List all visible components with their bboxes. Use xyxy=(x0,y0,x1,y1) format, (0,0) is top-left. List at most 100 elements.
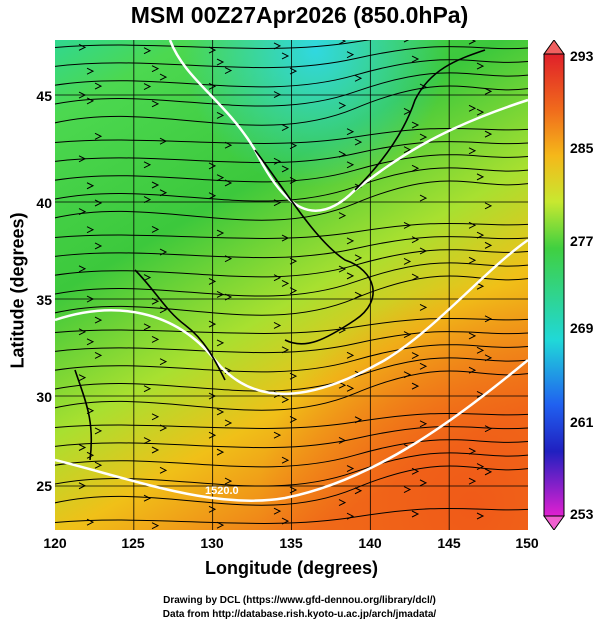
flow-arrow xyxy=(411,273,420,281)
flow-arrow xyxy=(289,67,298,75)
flow-arrow xyxy=(78,91,87,99)
streamline xyxy=(55,452,528,487)
x-tick: 130 xyxy=(200,535,224,551)
flow-arrow xyxy=(484,87,493,95)
flow-arrow xyxy=(273,431,282,439)
flow-arrow xyxy=(338,499,347,507)
flow-arrow xyxy=(86,295,95,303)
flow-arrow xyxy=(346,272,355,280)
flow-arrow xyxy=(346,465,355,472)
x-tick: 120 xyxy=(43,535,67,551)
flow-arrow xyxy=(411,55,420,63)
flow-arrow xyxy=(273,507,282,515)
colorbar-tick: 261 xyxy=(570,414,594,430)
x-tick: 125 xyxy=(121,535,145,551)
flow-arrow xyxy=(338,437,347,444)
flow-arrow xyxy=(151,181,160,189)
flow-arrow xyxy=(419,133,428,141)
flow-arrow xyxy=(151,100,160,108)
flow-arrow xyxy=(224,141,233,149)
flow-arrow xyxy=(338,381,347,389)
flow-arrow xyxy=(468,332,477,340)
flow-arrow xyxy=(419,362,428,370)
flow-arrow xyxy=(346,51,355,59)
streamline xyxy=(55,370,528,411)
flow-arrow xyxy=(484,202,493,210)
streamline xyxy=(55,275,528,316)
flow-arrow xyxy=(354,487,363,495)
streamline xyxy=(55,331,528,354)
flow-arrow xyxy=(346,384,355,392)
flow-arrow xyxy=(468,477,477,485)
flow-arrow xyxy=(338,265,347,273)
flow-arrow xyxy=(281,456,290,464)
colorbar-tick: 277 xyxy=(570,233,594,249)
flow-arrow xyxy=(289,415,298,423)
flow-arrow xyxy=(476,173,485,181)
flow-arrow xyxy=(216,229,225,237)
flow-arrow xyxy=(94,132,103,140)
flow-arrow xyxy=(224,67,233,74)
flow-arrow xyxy=(476,346,485,354)
flow-arrow xyxy=(273,42,282,50)
flow-arrow xyxy=(159,248,168,256)
flow-arrow xyxy=(281,279,290,287)
flow-arrow xyxy=(151,413,160,421)
flow-arrow xyxy=(224,419,233,427)
flow-arrow xyxy=(338,40,347,45)
streamline xyxy=(55,167,528,202)
flow-arrow xyxy=(484,241,493,249)
flow-arrow xyxy=(216,448,225,456)
flow-arrow xyxy=(224,477,233,485)
streamline xyxy=(55,426,528,449)
flow-arrow xyxy=(476,108,485,116)
colorbar xyxy=(543,40,565,530)
flow-arrow xyxy=(468,147,477,155)
flow-arrow xyxy=(281,52,290,60)
flow-arrow xyxy=(151,522,160,530)
flow-arrow xyxy=(94,316,103,324)
flow-arrow xyxy=(78,208,87,216)
flow-arrow xyxy=(208,277,217,285)
flow-arrow xyxy=(159,189,168,197)
flow-arrow xyxy=(346,161,355,169)
flow-arrow xyxy=(346,237,355,245)
flow-arrow xyxy=(151,446,160,454)
flow-arrow xyxy=(403,331,412,339)
streamline xyxy=(55,154,528,183)
flow-arrow xyxy=(143,494,152,502)
streamline xyxy=(55,141,528,164)
flow-arrow xyxy=(476,282,485,290)
flow-arrow xyxy=(419,194,428,202)
flow-arrow xyxy=(78,155,87,163)
flow-arrow xyxy=(86,518,95,526)
streamline xyxy=(55,465,528,506)
flow-arrow xyxy=(78,482,87,490)
flow-arrow xyxy=(289,257,298,265)
flow-arrow xyxy=(273,274,282,282)
flow-arrow xyxy=(289,142,298,150)
flow-arrow xyxy=(208,162,217,170)
flow-arrow xyxy=(78,328,87,336)
flow-arrow xyxy=(159,73,168,81)
flow-arrow xyxy=(143,161,152,169)
flow-arrow xyxy=(86,182,95,190)
flow-arrow xyxy=(151,65,160,73)
flow-arrow xyxy=(411,164,420,172)
flow-arrow xyxy=(468,256,477,264)
y-tick: 30 xyxy=(36,389,52,405)
colorbar-tick: 285 xyxy=(570,140,594,156)
flow-arrow xyxy=(94,427,103,435)
streamline xyxy=(55,344,528,373)
flow-arrow xyxy=(224,293,233,301)
flow-arrow xyxy=(143,385,152,393)
streamline xyxy=(55,439,528,468)
flow-arrow xyxy=(94,351,103,359)
flow-arrow xyxy=(468,104,477,112)
flow-arrow xyxy=(216,58,225,66)
flow-arrow xyxy=(419,303,428,311)
streamline xyxy=(55,72,528,107)
streamline xyxy=(55,262,528,297)
flow-arrow xyxy=(411,510,420,518)
flow-arrow xyxy=(78,265,87,273)
